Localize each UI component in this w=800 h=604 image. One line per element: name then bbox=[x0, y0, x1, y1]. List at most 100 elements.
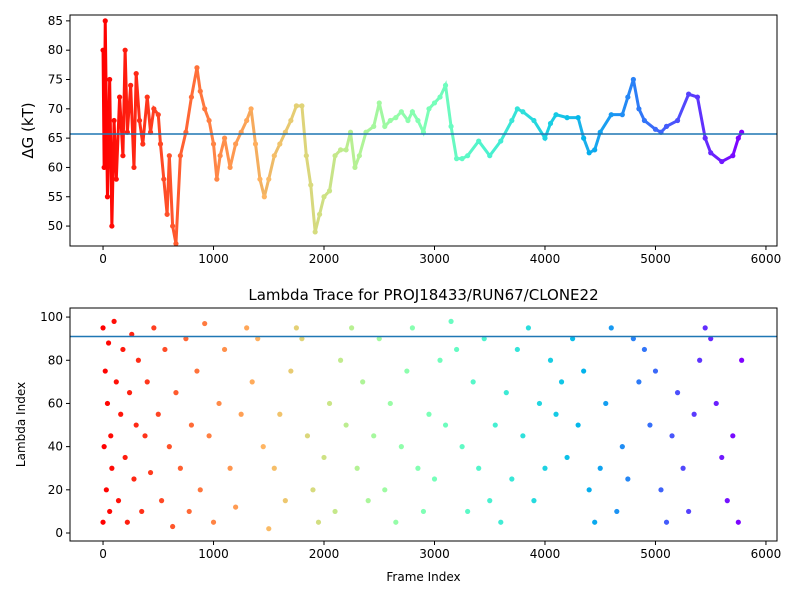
point bbox=[647, 422, 653, 428]
point bbox=[652, 126, 659, 132]
point bbox=[382, 123, 388, 129]
point bbox=[719, 158, 725, 165]
point bbox=[619, 444, 625, 450]
point bbox=[332, 508, 338, 515]
point bbox=[131, 476, 137, 482]
point bbox=[663, 519, 670, 525]
point bbox=[498, 519, 504, 525]
x-tick-label: 3000 bbox=[419, 252, 450, 266]
point bbox=[415, 117, 421, 124]
point bbox=[151, 325, 157, 331]
point bbox=[188, 422, 195, 428]
point bbox=[310, 487, 316, 493]
x-tick-label: 6000 bbox=[751, 547, 782, 561]
point bbox=[217, 153, 223, 159]
y-tick-label: 85 bbox=[48, 14, 63, 28]
x-tick-label: 4000 bbox=[530, 547, 561, 561]
point bbox=[448, 123, 454, 129]
point bbox=[103, 487, 109, 493]
point bbox=[719, 454, 725, 461]
point bbox=[248, 106, 254, 112]
point bbox=[376, 100, 382, 106]
point bbox=[630, 76, 636, 83]
point bbox=[674, 117, 681, 124]
point bbox=[343, 422, 349, 428]
point bbox=[603, 400, 609, 407]
point bbox=[581, 368, 587, 374]
point bbox=[131, 164, 137, 171]
point bbox=[536, 400, 543, 407]
point bbox=[101, 164, 107, 171]
point bbox=[465, 153, 471, 159]
point bbox=[315, 519, 322, 525]
point bbox=[282, 498, 288, 504]
point bbox=[641, 346, 648, 353]
point bbox=[197, 88, 203, 94]
point bbox=[308, 182, 314, 188]
point bbox=[105, 135, 112, 141]
y-tick-label: 65 bbox=[48, 131, 63, 145]
point bbox=[337, 357, 344, 363]
y-tick-label: 75 bbox=[48, 72, 63, 86]
point bbox=[608, 112, 614, 118]
point bbox=[337, 147, 344, 153]
point bbox=[288, 117, 294, 124]
point bbox=[261, 194, 267, 200]
point bbox=[520, 109, 526, 115]
point bbox=[210, 519, 217, 525]
point bbox=[244, 325, 250, 331]
point bbox=[249, 379, 255, 385]
point bbox=[343, 147, 349, 153]
point bbox=[658, 487, 664, 493]
point bbox=[597, 465, 603, 471]
x-axis-label: Frame Index bbox=[386, 570, 460, 584]
point bbox=[481, 336, 487, 342]
x-tick-label: 0 bbox=[99, 547, 107, 561]
point bbox=[470, 379, 476, 385]
x-tick-label: 3000 bbox=[419, 547, 450, 561]
point bbox=[509, 476, 515, 482]
y-tick-label: 100 bbox=[40, 310, 63, 324]
point bbox=[509, 117, 515, 124]
point bbox=[409, 109, 415, 115]
point bbox=[177, 465, 183, 471]
point bbox=[133, 71, 139, 77]
point bbox=[326, 400, 333, 407]
point bbox=[553, 411, 559, 417]
point bbox=[216, 400, 222, 407]
point bbox=[730, 153, 736, 159]
point bbox=[531, 498, 537, 504]
point bbox=[299, 336, 305, 342]
point bbox=[109, 465, 115, 471]
point bbox=[694, 94, 701, 100]
point bbox=[177, 153, 183, 159]
y-tick-label: 70 bbox=[48, 102, 63, 116]
point bbox=[487, 153, 493, 159]
point bbox=[227, 465, 233, 471]
point bbox=[360, 379, 366, 385]
point bbox=[691, 411, 697, 417]
point bbox=[266, 176, 272, 182]
point bbox=[120, 153, 126, 159]
point bbox=[393, 115, 399, 121]
point bbox=[303, 153, 309, 159]
y-tick-label: 60 bbox=[48, 396, 63, 410]
point bbox=[252, 141, 259, 147]
point bbox=[139, 508, 145, 515]
point bbox=[354, 465, 360, 471]
point bbox=[113, 176, 119, 182]
point bbox=[625, 476, 631, 482]
x-tick-label: 6000 bbox=[751, 252, 782, 266]
point bbox=[293, 325, 299, 331]
point bbox=[210, 141, 217, 147]
point bbox=[100, 47, 106, 53]
point bbox=[426, 106, 432, 112]
point bbox=[124, 519, 130, 525]
point bbox=[564, 115, 570, 121]
point bbox=[404, 368, 410, 374]
point bbox=[547, 357, 554, 363]
y-tick-label: 60 bbox=[48, 160, 63, 174]
point bbox=[586, 150, 592, 156]
y-tick-label: 0 bbox=[55, 526, 63, 540]
point bbox=[652, 368, 659, 374]
